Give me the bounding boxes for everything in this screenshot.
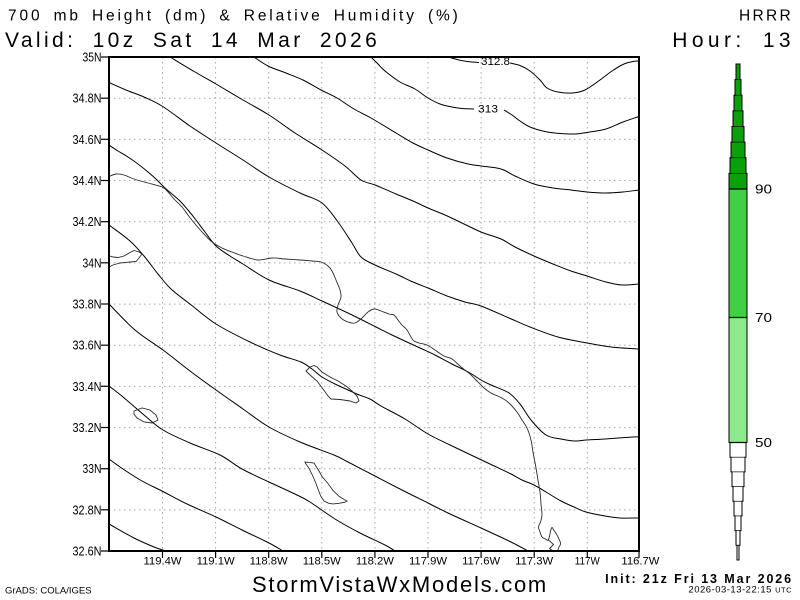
svg-text:35N: 35N — [83, 50, 102, 65]
svg-text:34.6N: 34.6N — [73, 132, 102, 147]
svg-text:117W: 117W — [575, 556, 601, 568]
svg-text:33.2N: 33.2N — [73, 420, 102, 435]
svg-text:Hour: 13: Hour: 13 — [672, 29, 795, 52]
svg-text:34.2N: 34.2N — [73, 214, 102, 229]
svg-text:HRRR: HRRR — [739, 8, 793, 25]
svg-text:2026-03-13-22:15 UTC: 2026-03-13-22:15 UTC — [688, 585, 792, 596]
svg-text:312.8: 312.8 — [481, 56, 510, 68]
svg-text:Init: 21z Fri 13 Mar 2026: Init: 21z Fri 13 Mar 2026 — [605, 572, 793, 586]
svg-text:700 mb Height (dm) & Relative: 700 mb Height (dm) & Relative Humidity (… — [8, 8, 461, 25]
svg-text:34N: 34N — [83, 255, 102, 270]
svg-text:33.4N: 33.4N — [73, 379, 102, 394]
svg-text:GrADS: COLA/IGES: GrADS: COLA/IGES — [5, 586, 92, 597]
svg-text:34.8N: 34.8N — [73, 91, 102, 106]
svg-text:119.1W: 119.1W — [197, 556, 236, 568]
svg-text:118.5W: 118.5W — [303, 556, 342, 568]
svg-text:118.8W: 118.8W — [250, 556, 289, 568]
svg-text:Valid: 10z Sat 14 Mar 2026: Valid: 10z Sat 14 Mar 2026 — [5, 29, 380, 52]
svg-text:90: 90 — [755, 183, 772, 197]
svg-text:117.6W: 117.6W — [462, 556, 501, 568]
svg-text:33N: 33N — [83, 461, 102, 476]
svg-text:33.8N: 33.8N — [73, 297, 102, 312]
svg-text:70: 70 — [755, 311, 772, 325]
svg-text:117.9W: 117.9W — [409, 556, 448, 568]
svg-text:119.4W: 119.4W — [144, 556, 183, 568]
svg-text:117.3W: 117.3W — [515, 556, 554, 568]
svg-text:32.8N: 32.8N — [73, 502, 102, 517]
svg-text:118.2W: 118.2W — [356, 556, 395, 568]
svg-text:34.4N: 34.4N — [73, 173, 102, 188]
svg-text:313: 313 — [478, 104, 498, 116]
svg-text:33.6N: 33.6N — [73, 338, 102, 353]
svg-text:50: 50 — [755, 436, 772, 450]
svg-text:32.6N: 32.6N — [73, 544, 102, 559]
svg-text:StormVistaWxModels.com: StormVistaWxModels.com — [252, 572, 548, 597]
svg-text:116.7W: 116.7W — [621, 556, 660, 568]
